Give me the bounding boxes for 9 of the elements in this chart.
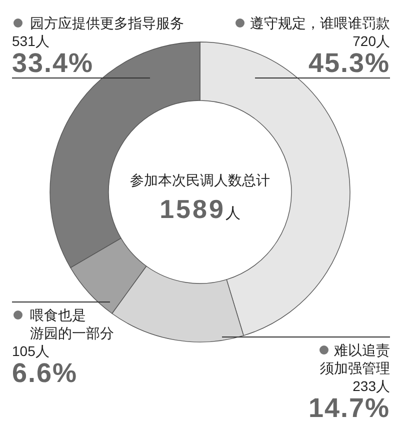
data-label: 105人 6.6% — [12, 343, 78, 388]
legend-label: 园方应提供更多指导服务 — [30, 16, 184, 32]
data-label: 720人 45.3% — [308, 33, 390, 78]
data-label: 531人 33.4% — [12, 33, 94, 78]
slice-label: 喂食也是游园的一部分 — [30, 308, 114, 342]
slice-label: 遵守规定，谁喂谁罚款 — [250, 16, 390, 32]
title: 参加本次民调人数总计 — [130, 173, 270, 189]
slice-label: 难以追责须加强管理 — [320, 343, 390, 377]
data-label: 233人 14.7% — [308, 378, 390, 423]
